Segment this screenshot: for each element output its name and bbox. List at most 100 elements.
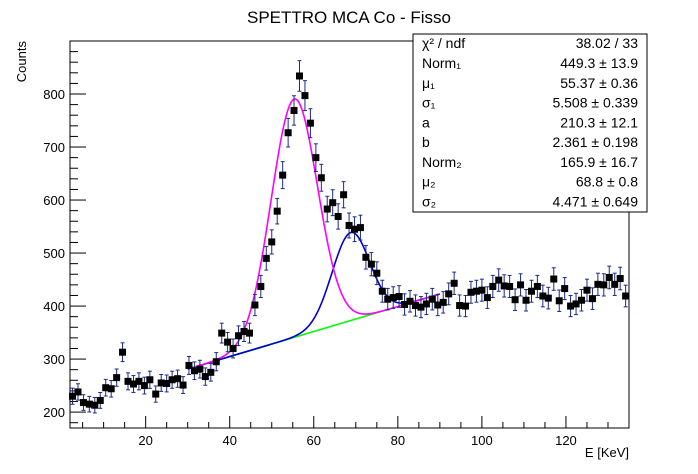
chart-title: SPETTRO MCA Co - Fisso (247, 8, 451, 27)
data-point (124, 372, 132, 391)
data-marker (74, 388, 82, 396)
data-point (605, 265, 613, 290)
fit-curves (187, 98, 441, 370)
data-marker (168, 376, 176, 384)
data-point (600, 273, 608, 297)
data-marker (107, 385, 115, 393)
data-point (140, 376, 148, 395)
data-point (119, 342, 127, 363)
data-marker (561, 285, 569, 293)
x-axis-label: E [KeV] (585, 445, 629, 460)
data-marker (229, 344, 237, 352)
data-marker (411, 302, 419, 310)
data-marker (583, 286, 591, 294)
data-marker (102, 384, 110, 392)
data-marker (445, 290, 453, 298)
data-marker (212, 358, 220, 366)
data-marker (273, 207, 281, 215)
data-point (185, 355, 193, 375)
data-point (401, 293, 409, 316)
data-point (329, 189, 337, 217)
data-point (483, 286, 491, 309)
data-marker (456, 302, 464, 310)
data-point (157, 373, 165, 392)
data-point (290, 95, 298, 126)
data-marker (190, 367, 198, 375)
data-point (135, 372, 143, 391)
data-marker (312, 154, 320, 162)
data-point (240, 321, 248, 342)
stats-label: Norm₁ (422, 55, 461, 71)
data-marker (417, 303, 425, 311)
data-marker (406, 297, 414, 305)
stats-label: σ₂ (422, 193, 436, 209)
data-point (439, 291, 447, 314)
data-marker (113, 374, 121, 382)
data-point (588, 287, 596, 310)
data-marker (268, 238, 276, 246)
data-marker (378, 287, 386, 295)
data-marker (373, 269, 381, 277)
data-marker (96, 396, 104, 404)
data-marker (351, 225, 359, 233)
data-point (356, 214, 364, 241)
data-marker (622, 292, 630, 300)
data-marker (85, 400, 93, 408)
data-marker (600, 281, 608, 289)
data-marker (567, 302, 575, 310)
y-tick-label: 600 (43, 193, 65, 208)
data-point (129, 375, 137, 393)
data-marker (69, 392, 77, 400)
data-point (616, 266, 624, 291)
data-point (323, 195, 331, 223)
data-marker (489, 282, 497, 290)
data-point (85, 395, 93, 413)
x-tick-labels: 20 40 60 80 100 120 (138, 433, 576, 448)
data-point (79, 394, 87, 411)
y-tick-label: 500 (43, 246, 65, 261)
data-point (572, 292, 580, 316)
data-point (578, 288, 586, 312)
data-point (295, 60, 303, 92)
y-tick-labels: 200 300 400 500 600 700 800 (43, 87, 65, 420)
stats-label: Norm₂ (422, 154, 462, 170)
data-point (555, 289, 563, 313)
data-point (411, 294, 419, 317)
data-point (218, 322, 226, 344)
data-point (522, 288, 530, 312)
x-tick-label: 40 (222, 433, 236, 448)
data-point (367, 252, 375, 277)
stats-label: χ² / ndf (422, 35, 465, 51)
data-marker (450, 279, 458, 287)
data-point (406, 290, 414, 313)
data-point (262, 246, 270, 271)
data-marker (594, 280, 602, 288)
y-tick-label: 800 (43, 87, 65, 102)
data-point (201, 367, 209, 386)
data-point (489, 274, 497, 299)
stats-value: 165.9 ± 16.7 (560, 154, 638, 170)
data-marker (119, 348, 127, 356)
data-point (539, 284, 547, 308)
data-marker (367, 260, 375, 268)
data-marker (572, 300, 580, 308)
data-point (351, 216, 359, 243)
data-point (472, 279, 480, 303)
data-marker (578, 296, 586, 304)
data-marker (533, 282, 541, 290)
data-point (434, 293, 442, 317)
data-marker (224, 338, 232, 346)
data-point (245, 322, 253, 344)
data-marker (472, 287, 480, 295)
data-marker (218, 329, 226, 337)
data-marker (517, 281, 525, 289)
data-point (550, 267, 558, 291)
data-point (284, 117, 292, 148)
data-marker (174, 375, 182, 383)
data-marker (323, 205, 331, 213)
data-point (212, 352, 220, 372)
y-tick-label: 300 (43, 352, 65, 367)
data-marker (495, 276, 503, 284)
data-point (146, 370, 154, 389)
x-tick-label: 100 (471, 433, 493, 448)
